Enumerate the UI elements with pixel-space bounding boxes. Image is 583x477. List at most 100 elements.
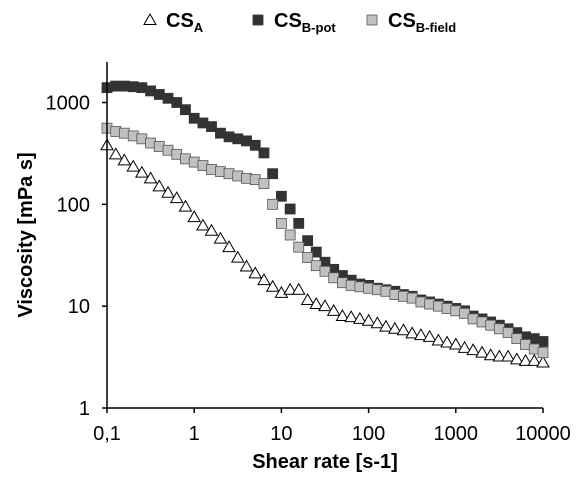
data-point bbox=[213, 231, 228, 244]
data-point bbox=[344, 310, 359, 323]
data-point bbox=[180, 104, 191, 116]
data-point bbox=[283, 282, 298, 295]
data-point bbox=[152, 179, 167, 192]
legend-item: CSB-field bbox=[366, 10, 456, 35]
data-point bbox=[118, 80, 130, 92]
data-point bbox=[265, 279, 280, 292]
data-point bbox=[222, 240, 236, 253]
data-point bbox=[353, 311, 367, 324]
legend-label: CSB-field bbox=[388, 10, 456, 35]
data-point bbox=[527, 353, 542, 366]
data-point bbox=[440, 335, 454, 348]
data-point bbox=[302, 252, 314, 263]
data-point bbox=[267, 168, 279, 180]
x-tick-label: 1000 bbox=[434, 423, 479, 445]
data-point bbox=[239, 259, 254, 272]
data-point bbox=[258, 178, 270, 189]
data-point bbox=[509, 352, 524, 365]
axes bbox=[102, 62, 544, 413]
data-point bbox=[492, 349, 507, 362]
data-point bbox=[459, 307, 470, 319]
x-tick-label: 100 bbox=[352, 423, 385, 445]
data-point bbox=[414, 328, 428, 341]
data-point bbox=[318, 299, 332, 312]
data-point bbox=[475, 345, 489, 358]
data-point bbox=[300, 292, 315, 305]
data-point bbox=[335, 309, 350, 322]
data-point bbox=[169, 191, 184, 204]
data-point bbox=[293, 217, 305, 229]
data-point bbox=[161, 185, 175, 198]
data-point bbox=[178, 199, 193, 212]
x-tick-label: 1 bbox=[189, 423, 200, 445]
x-tick-label: 10 bbox=[270, 423, 292, 445]
y-tick-label: 10 bbox=[68, 296, 90, 318]
data-point bbox=[457, 340, 472, 353]
data-point bbox=[466, 343, 480, 356]
data-point bbox=[187, 210, 202, 223]
data-point bbox=[537, 347, 549, 358]
data-point bbox=[248, 266, 263, 279]
data-point bbox=[387, 321, 402, 334]
data-point bbox=[108, 147, 123, 160]
data-point bbox=[249, 139, 261, 151]
series-a bbox=[100, 138, 550, 368]
data-point bbox=[206, 121, 217, 133]
data-point bbox=[405, 326, 420, 339]
data-point bbox=[518, 353, 533, 366]
x-tick-label: 0,1 bbox=[93, 423, 121, 445]
data-point bbox=[537, 336, 549, 347]
data-point bbox=[134, 165, 149, 178]
data-point bbox=[284, 203, 296, 215]
series-b-field bbox=[101, 122, 549, 358]
data-point bbox=[143, 171, 158, 184]
data-point bbox=[448, 337, 463, 350]
data-point bbox=[536, 355, 550, 368]
data-point bbox=[206, 164, 217, 175]
data-point bbox=[310, 260, 322, 272]
legend-item: CSA bbox=[143, 10, 204, 35]
data-point bbox=[422, 329, 437, 342]
data-point bbox=[380, 285, 392, 297]
data-point bbox=[117, 153, 132, 166]
data-point bbox=[204, 223, 219, 236]
data-point bbox=[118, 127, 130, 139]
data-point bbox=[467, 313, 479, 325]
data-point bbox=[501, 349, 515, 362]
data-point bbox=[361, 313, 376, 326]
y-tick-label: 1 bbox=[79, 398, 90, 420]
data-point bbox=[257, 273, 271, 286]
data-point bbox=[291, 282, 306, 295]
legend: CSA CSB-pot CSB-field bbox=[143, 10, 456, 35]
data-point bbox=[326, 303, 341, 316]
data-point bbox=[284, 229, 296, 241]
legend-marker bbox=[252, 14, 264, 26]
plot-area bbox=[100, 80, 550, 368]
data-point bbox=[275, 217, 287, 229]
data-point bbox=[258, 147, 270, 159]
data-point bbox=[293, 241, 305, 253]
data-point bbox=[275, 190, 287, 202]
data-point bbox=[126, 159, 141, 172]
y-tick-label: 1000 bbox=[46, 93, 91, 115]
y-axis-title: Viscosity [mPa s] bbox=[15, 152, 37, 317]
y-tick-label: 100 bbox=[57, 194, 90, 216]
data-point bbox=[319, 265, 331, 277]
data-point bbox=[396, 323, 411, 336]
data-point bbox=[309, 297, 324, 310]
data-point bbox=[310, 246, 322, 258]
data-point bbox=[502, 327, 514, 339]
data-point bbox=[230, 250, 245, 263]
data-point bbox=[302, 235, 314, 247]
legend-marker bbox=[143, 12, 157, 25]
data-point bbox=[379, 319, 393, 332]
data-point bbox=[370, 316, 385, 329]
legend-item: CSB-pot bbox=[252, 10, 336, 35]
legend-label: CSB-pot bbox=[274, 10, 336, 35]
legend-marker bbox=[366, 14, 378, 26]
legend-label: CSA bbox=[166, 10, 204, 35]
x-tick-label: 10000 bbox=[515, 423, 571, 445]
data-point bbox=[196, 218, 210, 231]
